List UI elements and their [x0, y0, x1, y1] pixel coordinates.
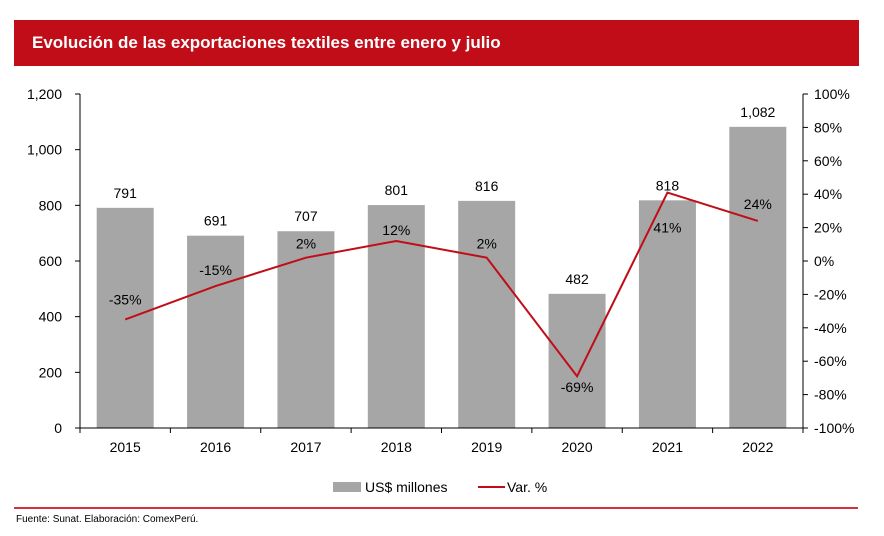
legend-label: US$ millones: [365, 479, 447, 495]
right-tick-label: -80%: [814, 387, 847, 403]
left-tick-label: 400: [39, 309, 63, 325]
bar: [96, 207, 154, 428]
bar-value-label: 1,082: [740, 104, 775, 120]
bar-value-label: 818: [656, 177, 680, 193]
bar-value-label: 791: [114, 185, 138, 201]
bar: [367, 205, 425, 428]
x-tick-label: 2016: [200, 439, 231, 455]
left-tick-label: 600: [39, 253, 63, 269]
right-tick-label: 60%: [814, 153, 842, 169]
chart-title: Evolución de las exportaciones textiles …: [32, 33, 501, 52]
legend-bar-swatch: [333, 482, 361, 492]
bar-value-label: 816: [475, 178, 499, 194]
right-tick-label: -60%: [814, 353, 847, 369]
bar: [548, 293, 606, 428]
bar: [277, 231, 335, 428]
x-tick-label: 2020: [561, 439, 592, 455]
left-tick-label: 0: [54, 420, 62, 436]
x-tick-label: 2022: [742, 439, 773, 455]
right-tick-label: 20%: [814, 220, 842, 236]
right-tick-label: 40%: [814, 186, 842, 202]
x-tick-label: 2019: [471, 439, 502, 455]
x-tick-label: 2021: [652, 439, 683, 455]
right-tick-label: 0%: [814, 253, 834, 269]
left-tick-label: 200: [39, 364, 63, 380]
right-tick-label: -100%: [814, 420, 854, 436]
bar-value-label: 691: [204, 213, 228, 229]
x-tick-label: 2017: [290, 439, 321, 455]
bar-value-label: 482: [565, 271, 589, 287]
variation-line: [124, 191, 759, 379]
line-value-label: 2%: [296, 236, 316, 252]
bar-value-label: 801: [385, 182, 409, 198]
right-tick-label: -40%: [814, 320, 847, 336]
left-tick-label: 800: [39, 197, 63, 213]
title-bar: Evolución de las exportaciones textiles …: [14, 20, 859, 66]
bar-value-label: 707: [294, 208, 318, 224]
x-tick-label: 2018: [381, 439, 412, 455]
line-value-label: -69%: [561, 379, 594, 395]
right-tick-label: -20%: [814, 286, 847, 302]
bar: [458, 200, 516, 428]
source-note: Fuente: Sunat. Elaboración: ComexPerú.: [16, 514, 199, 525]
x-tick-label: 2015: [110, 439, 141, 455]
left-tick-label: 1,000: [27, 142, 62, 158]
line-value-label: 2%: [477, 236, 497, 252]
line-value-label: 12%: [382, 222, 410, 238]
line-value-label: 24%: [744, 196, 772, 212]
left-tick-label: 1,200: [27, 86, 62, 102]
line-value-label: -35%: [109, 291, 142, 307]
bar: [729, 126, 787, 429]
right-tick-label: 100%: [814, 86, 850, 102]
legend-label: Var. %: [507, 479, 547, 495]
line-value-label: -15%: [199, 262, 232, 278]
right-tick-label: 80%: [814, 119, 842, 135]
bar: [187, 235, 245, 428]
bar: [638, 200, 696, 428]
line-value-label: 41%: [653, 220, 681, 236]
